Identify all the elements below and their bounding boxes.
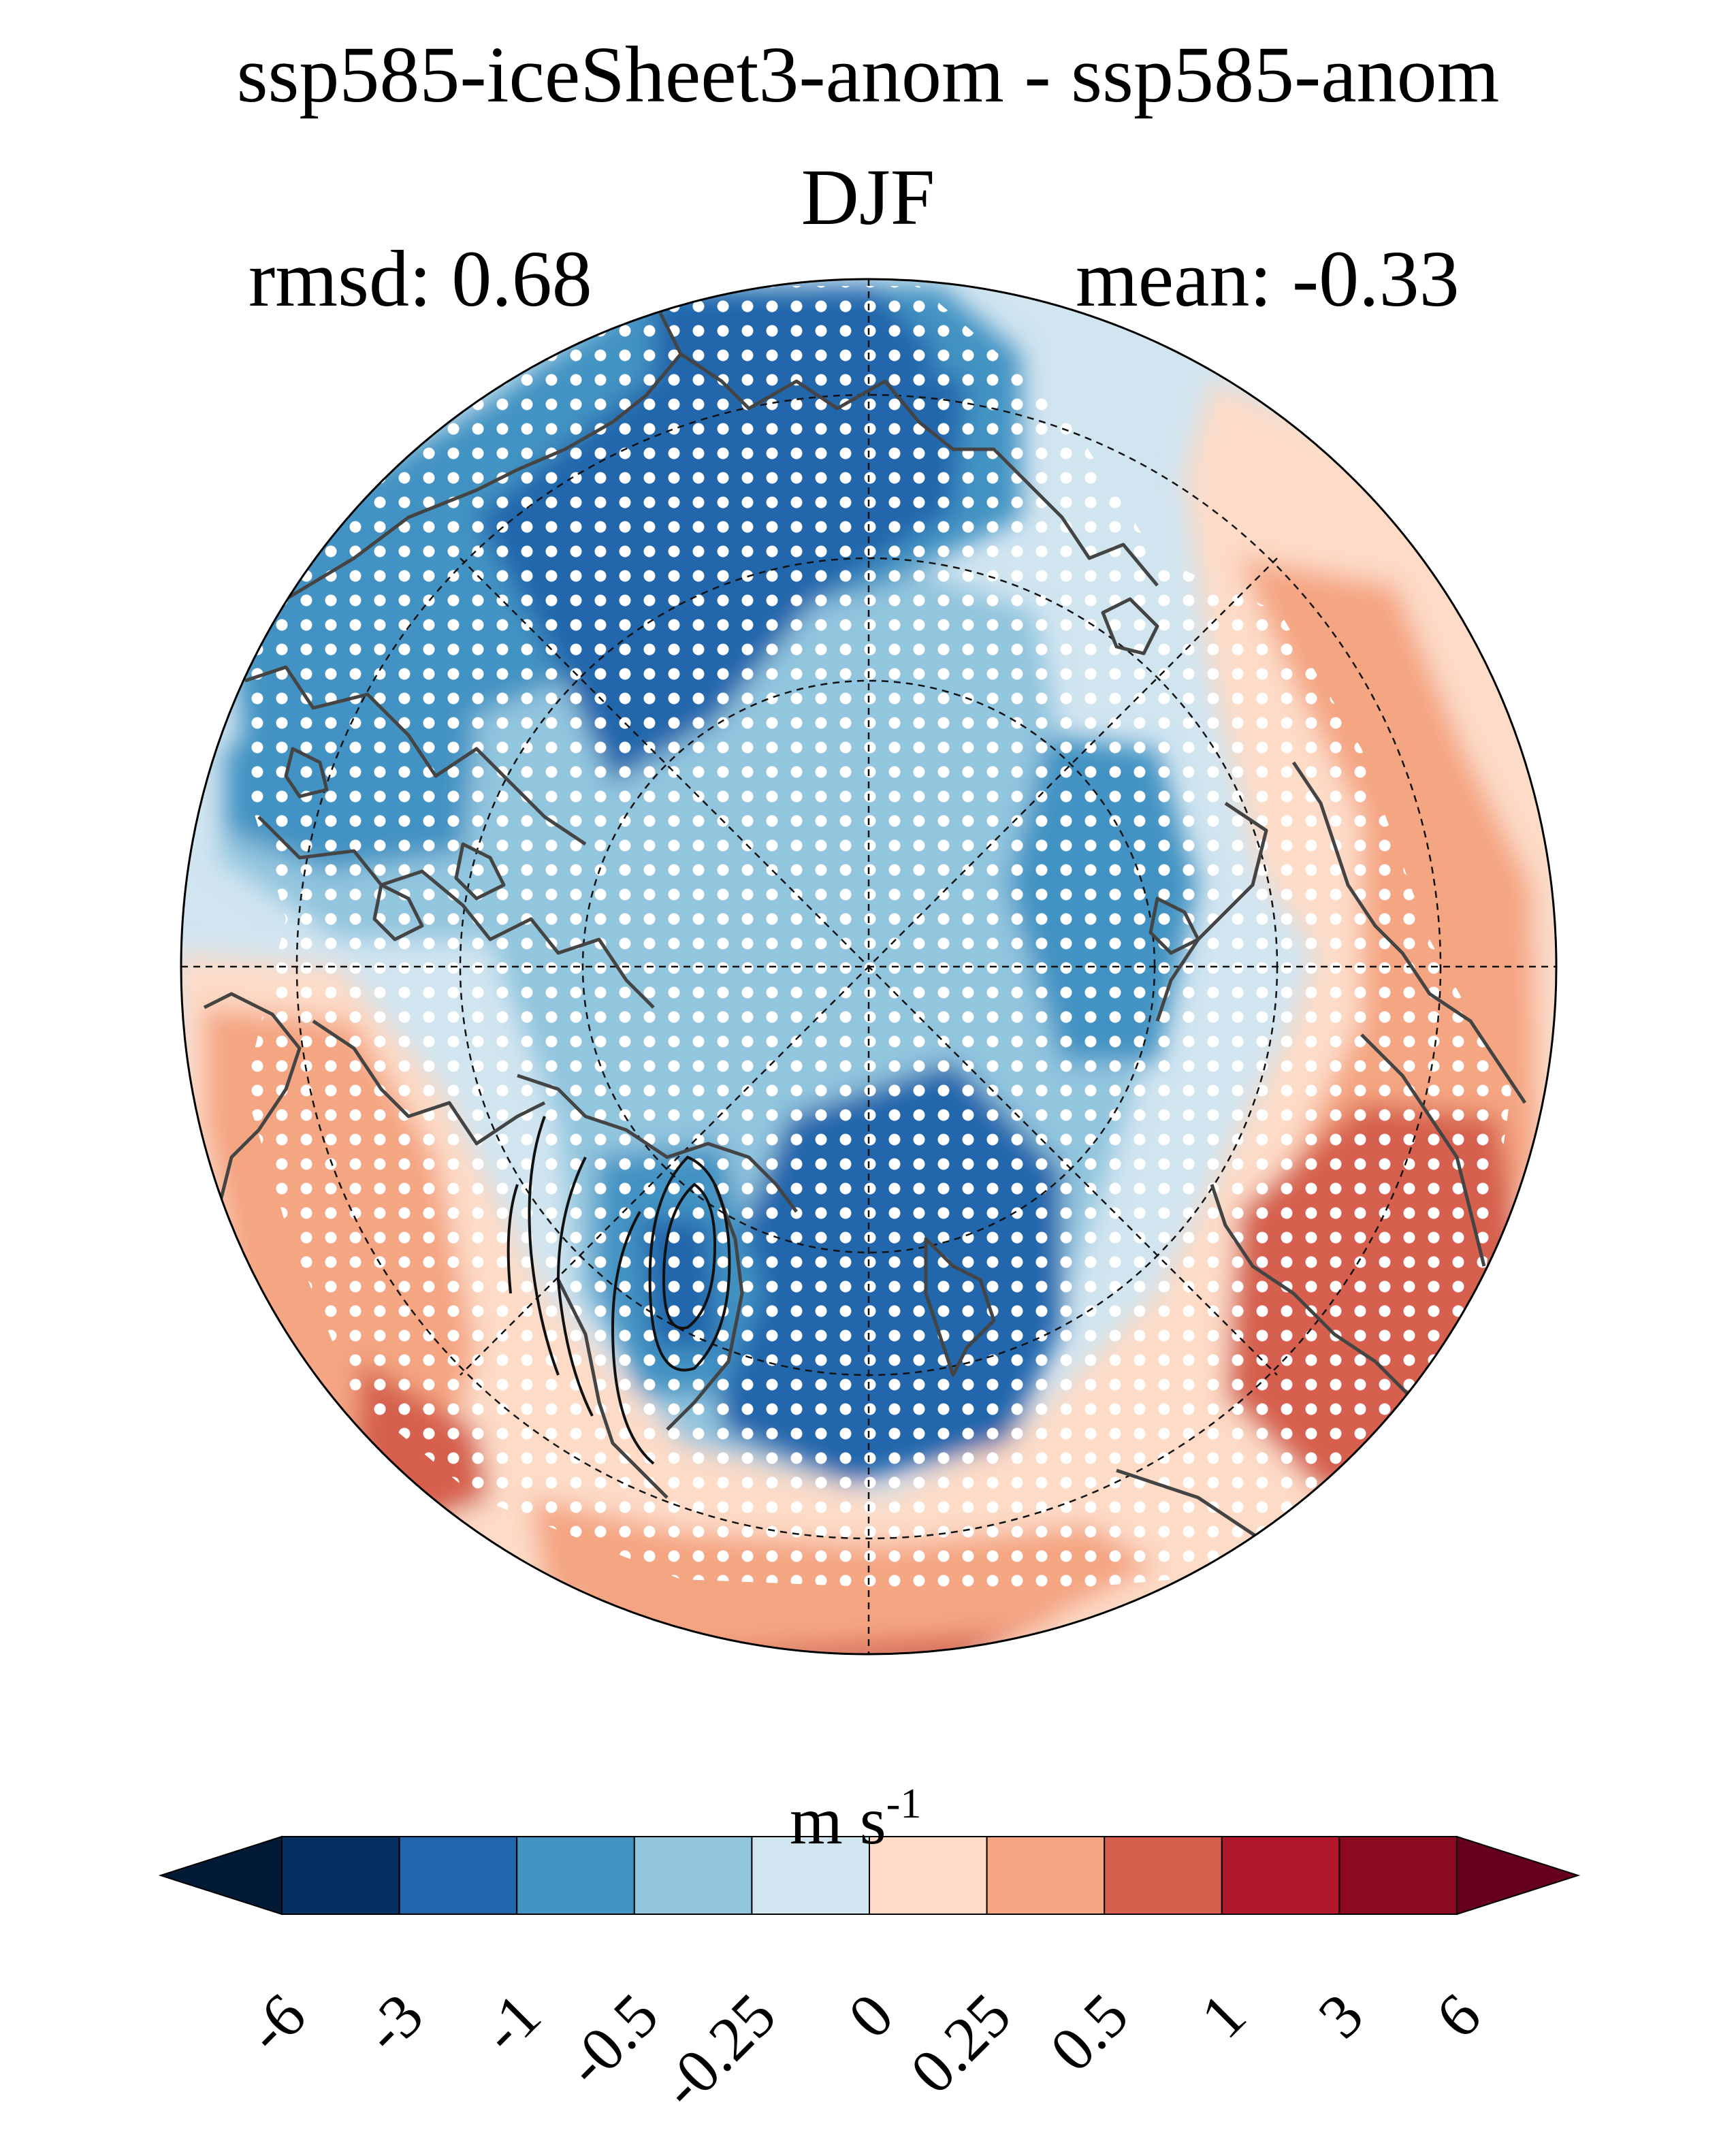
colorbar-tick-label: 0.25 bbox=[897, 1980, 1024, 2107]
mean-label: mean: -0.33 bbox=[1076, 234, 1460, 323]
colorbar-bin bbox=[1221, 1836, 1340, 1915]
colorbar-bin bbox=[516, 1836, 635, 1915]
colorbar-bin bbox=[281, 1836, 400, 1915]
colorbar-tick-label: 3 bbox=[1305, 1980, 1377, 2052]
colorbar-bin bbox=[1338, 1836, 1458, 1915]
colorbar-over-arrow bbox=[1456, 1835, 1581, 1916]
colorbar-bin bbox=[986, 1836, 1106, 1915]
map-title: ssp585-iceSheet3-anom - ssp585-anom bbox=[236, 30, 1500, 119]
colorbar-tick-label: -0.5 bbox=[552, 1980, 671, 2099]
colorbar-tick-label: 0.5 bbox=[1037, 1980, 1141, 2084]
rmsd-label: rmsd: 0.68 bbox=[248, 234, 592, 323]
colorbar-tick-label: -0.25 bbox=[647, 1980, 789, 2122]
colorbar-tick-label: -6 bbox=[233, 1980, 319, 2066]
colorbar-bin bbox=[1104, 1836, 1223, 1915]
colorbar-tick-label: 1 bbox=[1187, 1980, 1259, 2052]
colorbar-tick-label: -3 bbox=[350, 1980, 436, 2066]
map-boundary bbox=[180, 278, 1558, 1656]
colorbar-bin bbox=[869, 1836, 988, 1915]
colorbar-unit-label: m s-1 bbox=[790, 1781, 922, 1858]
graticule bbox=[181, 279, 1556, 1654]
colorbar-under-arrow bbox=[158, 1835, 283, 1916]
colorbar: -6 -3 -1-0.5-0.25 00.25 0.5 1 3 6 bbox=[158, 1835, 1581, 2122]
colorbar-bin bbox=[398, 1836, 518, 1915]
polar-map bbox=[181, 279, 1556, 1654]
colorbar-tick-label: 6 bbox=[1423, 1980, 1494, 2052]
colorbar-tick-label: -1 bbox=[468, 1980, 553, 2066]
colorbar-bin bbox=[633, 1836, 753, 1915]
colorbar-bin bbox=[751, 1836, 871, 1915]
colorbar-tick-label: 0 bbox=[835, 1980, 907, 2052]
significance-stippling bbox=[245, 286, 1511, 1593]
ice-sheet-contours bbox=[507, 1116, 731, 1465]
season-label: DJF bbox=[801, 152, 935, 242]
